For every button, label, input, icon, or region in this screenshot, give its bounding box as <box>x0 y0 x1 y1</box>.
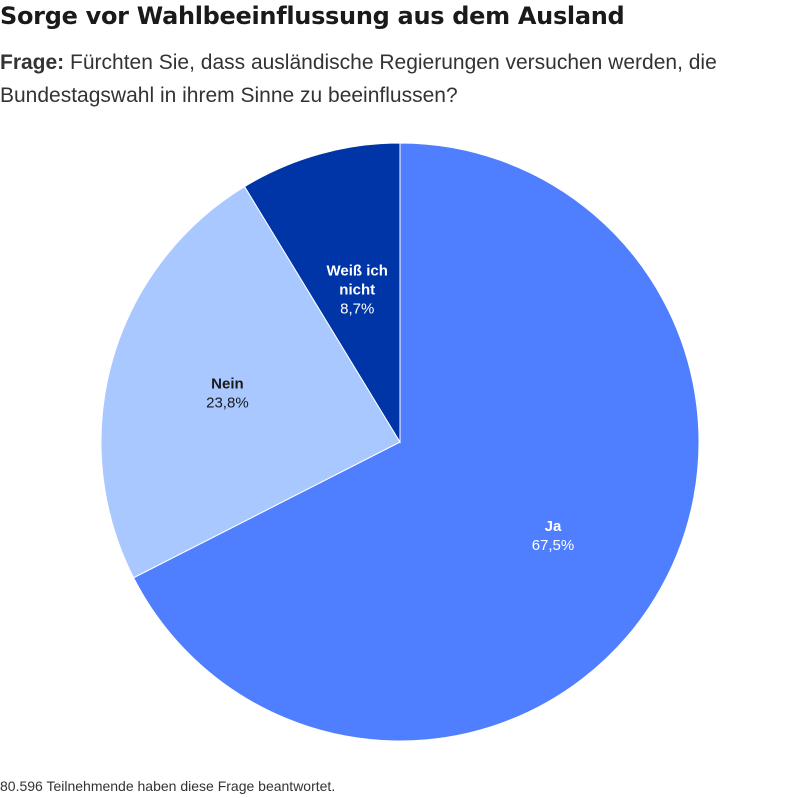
question-lead: Frage: <box>0 51 65 74</box>
pie-slices <box>100 142 700 742</box>
pie-slice-weiss-ich-nicht <box>243 142 401 444</box>
slice-value-nein: 23,8% <box>206 395 249 412</box>
slice-value-ja: 67,5% <box>532 537 575 554</box>
pie-slice-ja <box>132 142 700 742</box>
slice-label-nein: Nein <box>211 376 244 393</box>
footnote: 80.596 Teilnehmende haben diese Frage be… <box>0 778 336 794</box>
chart-subtitle: Frage: Fürchten Sie, dass ausländische R… <box>0 46 795 112</box>
pie-slice-nein <box>100 185 401 579</box>
question-text: Fürchten Sie, dass ausländische Regierun… <box>0 51 717 107</box>
slice-label-ja: Ja <box>545 518 562 535</box>
chart-title: Sorge vor Wahlbeeinflussung aus dem Ausl… <box>0 2 625 30</box>
slice-label-weiss-ich-nicht: Weiß ich nicht <box>327 262 388 298</box>
pie-labels: Ja 67,5% Nein 23,8% Weiß ich nicht 8,7% <box>206 262 574 554</box>
slice-value-weiss-ich-nicht: 8,7% <box>340 300 374 317</box>
